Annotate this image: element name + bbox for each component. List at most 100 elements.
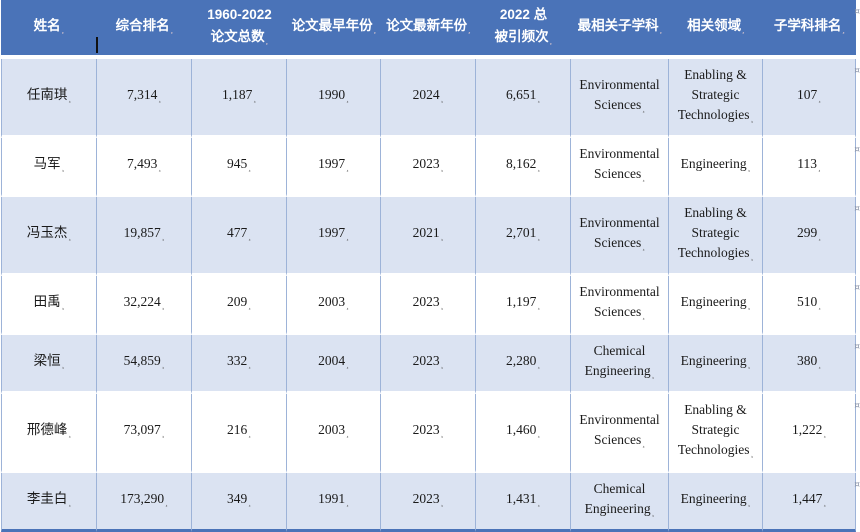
table-cell[interactable]: 2023¸ [381,335,476,394]
table-cell[interactable]: 113¸ [763,138,856,197]
col-header-subdiscipline[interactable]: 最相关子学科¸ [571,0,669,59]
cell-text: 2004 [318,353,346,368]
cell-end-mark: ¸ [750,252,754,261]
table-cell[interactable]: 任南琪¸ [1,59,97,138]
table-cell[interactable]: 510¸ [763,276,856,335]
table-cell[interactable]: Enabling & Strategic Technologies¸ [669,197,763,276]
table-cell[interactable]: Environmental Sciences¸ [571,138,669,197]
table-cell[interactable]: 2,280¸ [476,335,571,394]
cell-end-mark: ¸ [747,163,751,172]
table-cell[interactable]: 2023¸ [381,473,476,532]
table-cell[interactable]: 2023¸ [381,394,476,473]
table-cell[interactable]: 1,431¸ [476,473,571,532]
cell-text: Engineering [680,156,747,171]
cell-text: Enabling & Strategic Technologies [677,402,750,457]
table-cell[interactable]: 54,859¸ [97,335,192,394]
table-cell[interactable]: Engineering¸ [669,473,763,532]
table-cell[interactable]: 田禹¸ [1,276,97,335]
cell-end-mark: ¸ [68,498,72,507]
cell-end-mark: ¸ [161,232,165,241]
table-cell[interactable]: 1,222¸ [763,394,856,473]
col-header-earliest-year[interactable]: 论文最早年份¸ [287,0,381,59]
table-cell[interactable]: 7,314¸ [97,59,192,138]
cell-text: 19,857 [123,225,161,240]
col-header-latest-year[interactable]: 论文最新年份¸ [381,0,476,59]
cell-text: 2021 [412,225,440,240]
table-cell[interactable]: 6,651¸ [476,59,571,138]
header-label: 论文最早年份 [291,17,373,33]
table-cell[interactable]: 107¸ [763,59,856,138]
table-cell[interactable]: 7,493¸ [97,138,192,197]
table-cell[interactable]: 2,701¸ [476,197,571,276]
cell-end-mark: ¸ [823,498,827,507]
table-cell[interactable]: 19,857¸ [97,197,192,276]
table-cell[interactable]: 1,447¸ [763,473,856,532]
table-cell[interactable]: 299¸ [763,197,856,276]
table-body: 任南琪¸ 7,314¸ 1,187¸ 1990¸ 2024¸ 6,651¸ Environm… [1,59,856,532]
table-cell[interactable]: 2004¸ [287,335,381,394]
table-cell[interactable]: 380¸ [763,335,856,394]
table-cell[interactable]: 1991¸ [287,473,381,532]
table-cell[interactable]: Environmental Sciences¸ [571,59,669,138]
cell-text: 2,280 [505,353,537,368]
table-cell[interactable]: 349¸ [192,473,287,532]
table-cell[interactable]: 2024¸ [381,59,476,138]
table-cell[interactable]: 73,097¸ [97,394,192,473]
col-header-related-field[interactable]: 相关领域¸ [669,0,763,59]
table-cell[interactable]: 2021¸ [381,197,476,276]
table-cell[interactable]: Environmental Sciences¸ [571,276,669,335]
table-cell[interactable]: 209¸ [192,276,287,335]
cell-text: 113 [797,156,818,171]
table-cell[interactable]: 邢德峰¸ [1,394,97,473]
table-cell[interactable]: 216¸ [192,394,287,473]
col-header-name[interactable]: 姓名¸ [1,0,97,59]
header-label: 综合排名 [115,17,170,33]
table-cell[interactable]: 1,460¸ [476,394,571,473]
col-header-citations[interactable]: 2022 总 被引频次¸ [476,0,571,59]
col-header-total-papers[interactable]: 1960-2022 论文总数¸ [192,0,287,59]
table-cell[interactable]: Chemical Engineering¸ [571,335,669,394]
table-cell[interactable]: Engineering¸ [669,335,763,394]
table-cell[interactable]: 梁恒¸ [1,335,97,394]
cell-end-mark: ¸ [373,24,377,34]
table-cell[interactable]: 1997¸ [287,197,381,276]
table-cell[interactable]: 冯玉杰¸ [1,197,97,276]
table-cell[interactable]: 8,162¸ [476,138,571,197]
table-cell[interactable]: 马军¸ [1,138,97,197]
cell-text: Enabling & Strategic Technologies [677,67,750,122]
cell-end-mark: ¸ [537,360,541,369]
cell-end-mark: ¸ [537,498,541,507]
table-cell[interactable]: 2023¸ [381,276,476,335]
table-cell[interactable]: 2003¸ [287,276,381,335]
table-cell[interactable]: Environmental Sciences¸ [571,394,669,473]
table-cell[interactable]: 李圭白¸ [1,473,97,532]
cell-text: 510 [797,294,818,309]
table-cell[interactable]: Enabling & Strategic Technologies¸ [669,59,763,138]
table-cell[interactable]: 1997¸ [287,138,381,197]
table-cell[interactable]: 32,224¸ [97,276,192,335]
table-cell[interactable]: 332¸ [192,335,287,394]
table-cell[interactable]: 173,290¸ [97,473,192,532]
table-cell[interactable]: 477¸ [192,197,287,276]
cell-end-mark: ¸ [823,429,827,438]
table-cell[interactable]: Environmental Sciences¸ [571,197,669,276]
table-cell[interactable]: 945¸ [192,138,287,197]
table-cell[interactable]: 2003¸ [287,394,381,473]
cell-text: 2023 [412,353,440,368]
cell-end-mark: ¸ [642,173,645,182]
col-header-overall-rank[interactable]: 综合排名¸ [97,0,192,59]
table-cell[interactable]: 1,197¸ [476,276,571,335]
cell-end-mark: ¸ [747,360,751,369]
table-cell[interactable]: Engineering¸ [669,138,763,197]
table-cell[interactable]: 1990¸ [287,59,381,138]
table-cell[interactable]: Enabling & Strategic Technologies¸ [669,394,763,473]
table-cell[interactable]: Engineering¸ [669,276,763,335]
cell-text: Engineering [680,491,747,506]
table-cell[interactable]: 2023¸ [381,138,476,197]
cell-text: 73,097 [123,422,161,437]
col-header-subdiscipline-rank[interactable]: 子学科排名¸ [763,0,856,59]
table-cell[interactable]: 1,187¸ [192,59,287,138]
cell-text: 1,222 [791,422,823,437]
table-cell[interactable]: Chemical Engineering¸ [571,473,669,532]
cell-end-mark: ¸ [537,429,541,438]
